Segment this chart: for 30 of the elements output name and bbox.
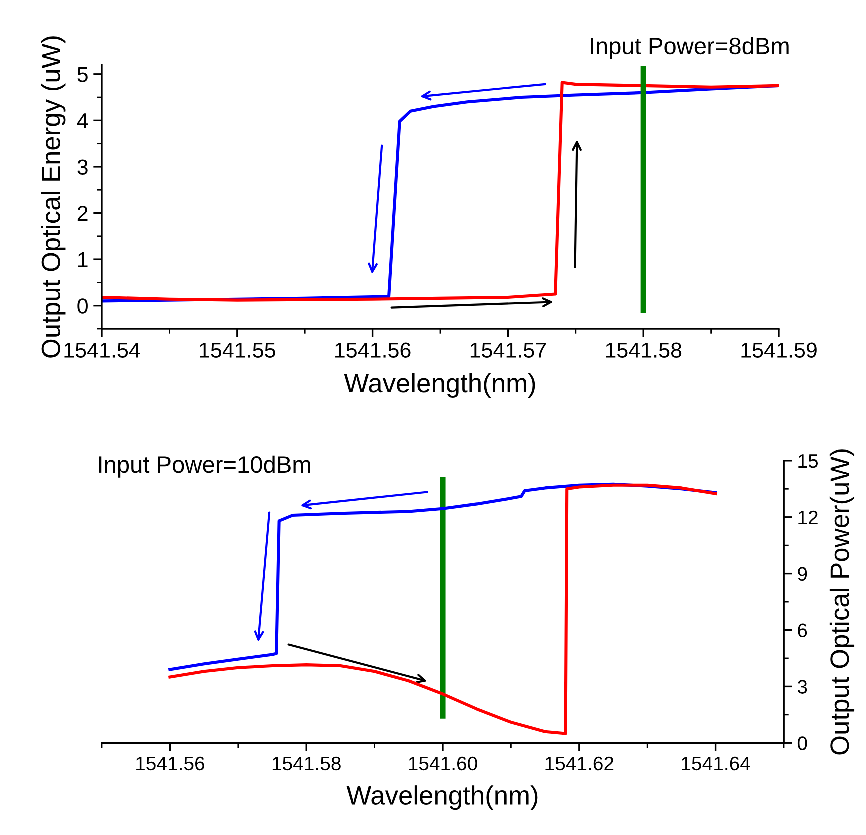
x-tick-label: 1541.58	[606, 342, 682, 358]
y2-tick-label: 9	[798, 567, 808, 582]
y-tick-label: 1	[78, 252, 88, 268]
x-tick-label: 1541.56	[136, 756, 204, 771]
x-tick-label: 1541.60	[409, 756, 478, 771]
y-tick-label: 2	[78, 206, 88, 222]
annotation: Input Power=10dBm	[99, 456, 310, 478]
x-tick-label: 1541.57	[470, 342, 546, 358]
x-tick-label: 1541.59	[742, 342, 817, 358]
y2-tick-label: 15	[798, 454, 818, 468]
y-tick-label: 3	[78, 160, 88, 175]
y-tick-label: 5	[78, 67, 88, 82]
y-axis-title: Output Optical Energy (uW)	[41, 36, 66, 358]
x-tick-label: 1541.54	[64, 342, 140, 358]
y2-axis-title: Output Optical Power(uW)	[830, 450, 855, 755]
x-tick-label: 1541.58	[272, 756, 341, 771]
x-axis-title: Wavelength(nm)	[346, 786, 538, 810]
y2-tick-label: 3	[798, 680, 808, 694]
y-tick-label: 0	[78, 298, 88, 314]
x-tick-label: 1541.56	[336, 342, 411, 358]
x-tick-label: 1541.64	[682, 756, 750, 771]
x-tick-label: 1541.62	[546, 756, 614, 771]
y2-tick-label: 0	[798, 736, 808, 750]
y-tick-label: 4	[77, 114, 88, 128]
x-axis-title: Wavelength(nm)	[344, 373, 536, 398]
x-tick-label: 1541.55	[200, 342, 276, 358]
line-series	[168, 484, 718, 736]
y2-tick-label: 6	[798, 624, 808, 638]
text: Input Power=8dBm	[591, 37, 789, 60]
y2-tick-label: 12	[798, 510, 818, 524]
